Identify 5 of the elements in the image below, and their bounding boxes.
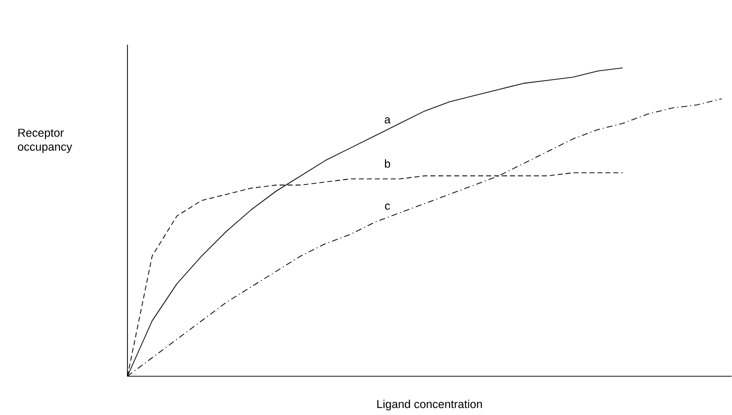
y-axis-title: Receptor occupancy (18, 128, 72, 153)
series-label: b (384, 159, 390, 168)
series-label: a (384, 117, 391, 124)
x-axis-title: Ligand concentration (377, 400, 482, 410)
series-label: c (385, 203, 390, 210)
